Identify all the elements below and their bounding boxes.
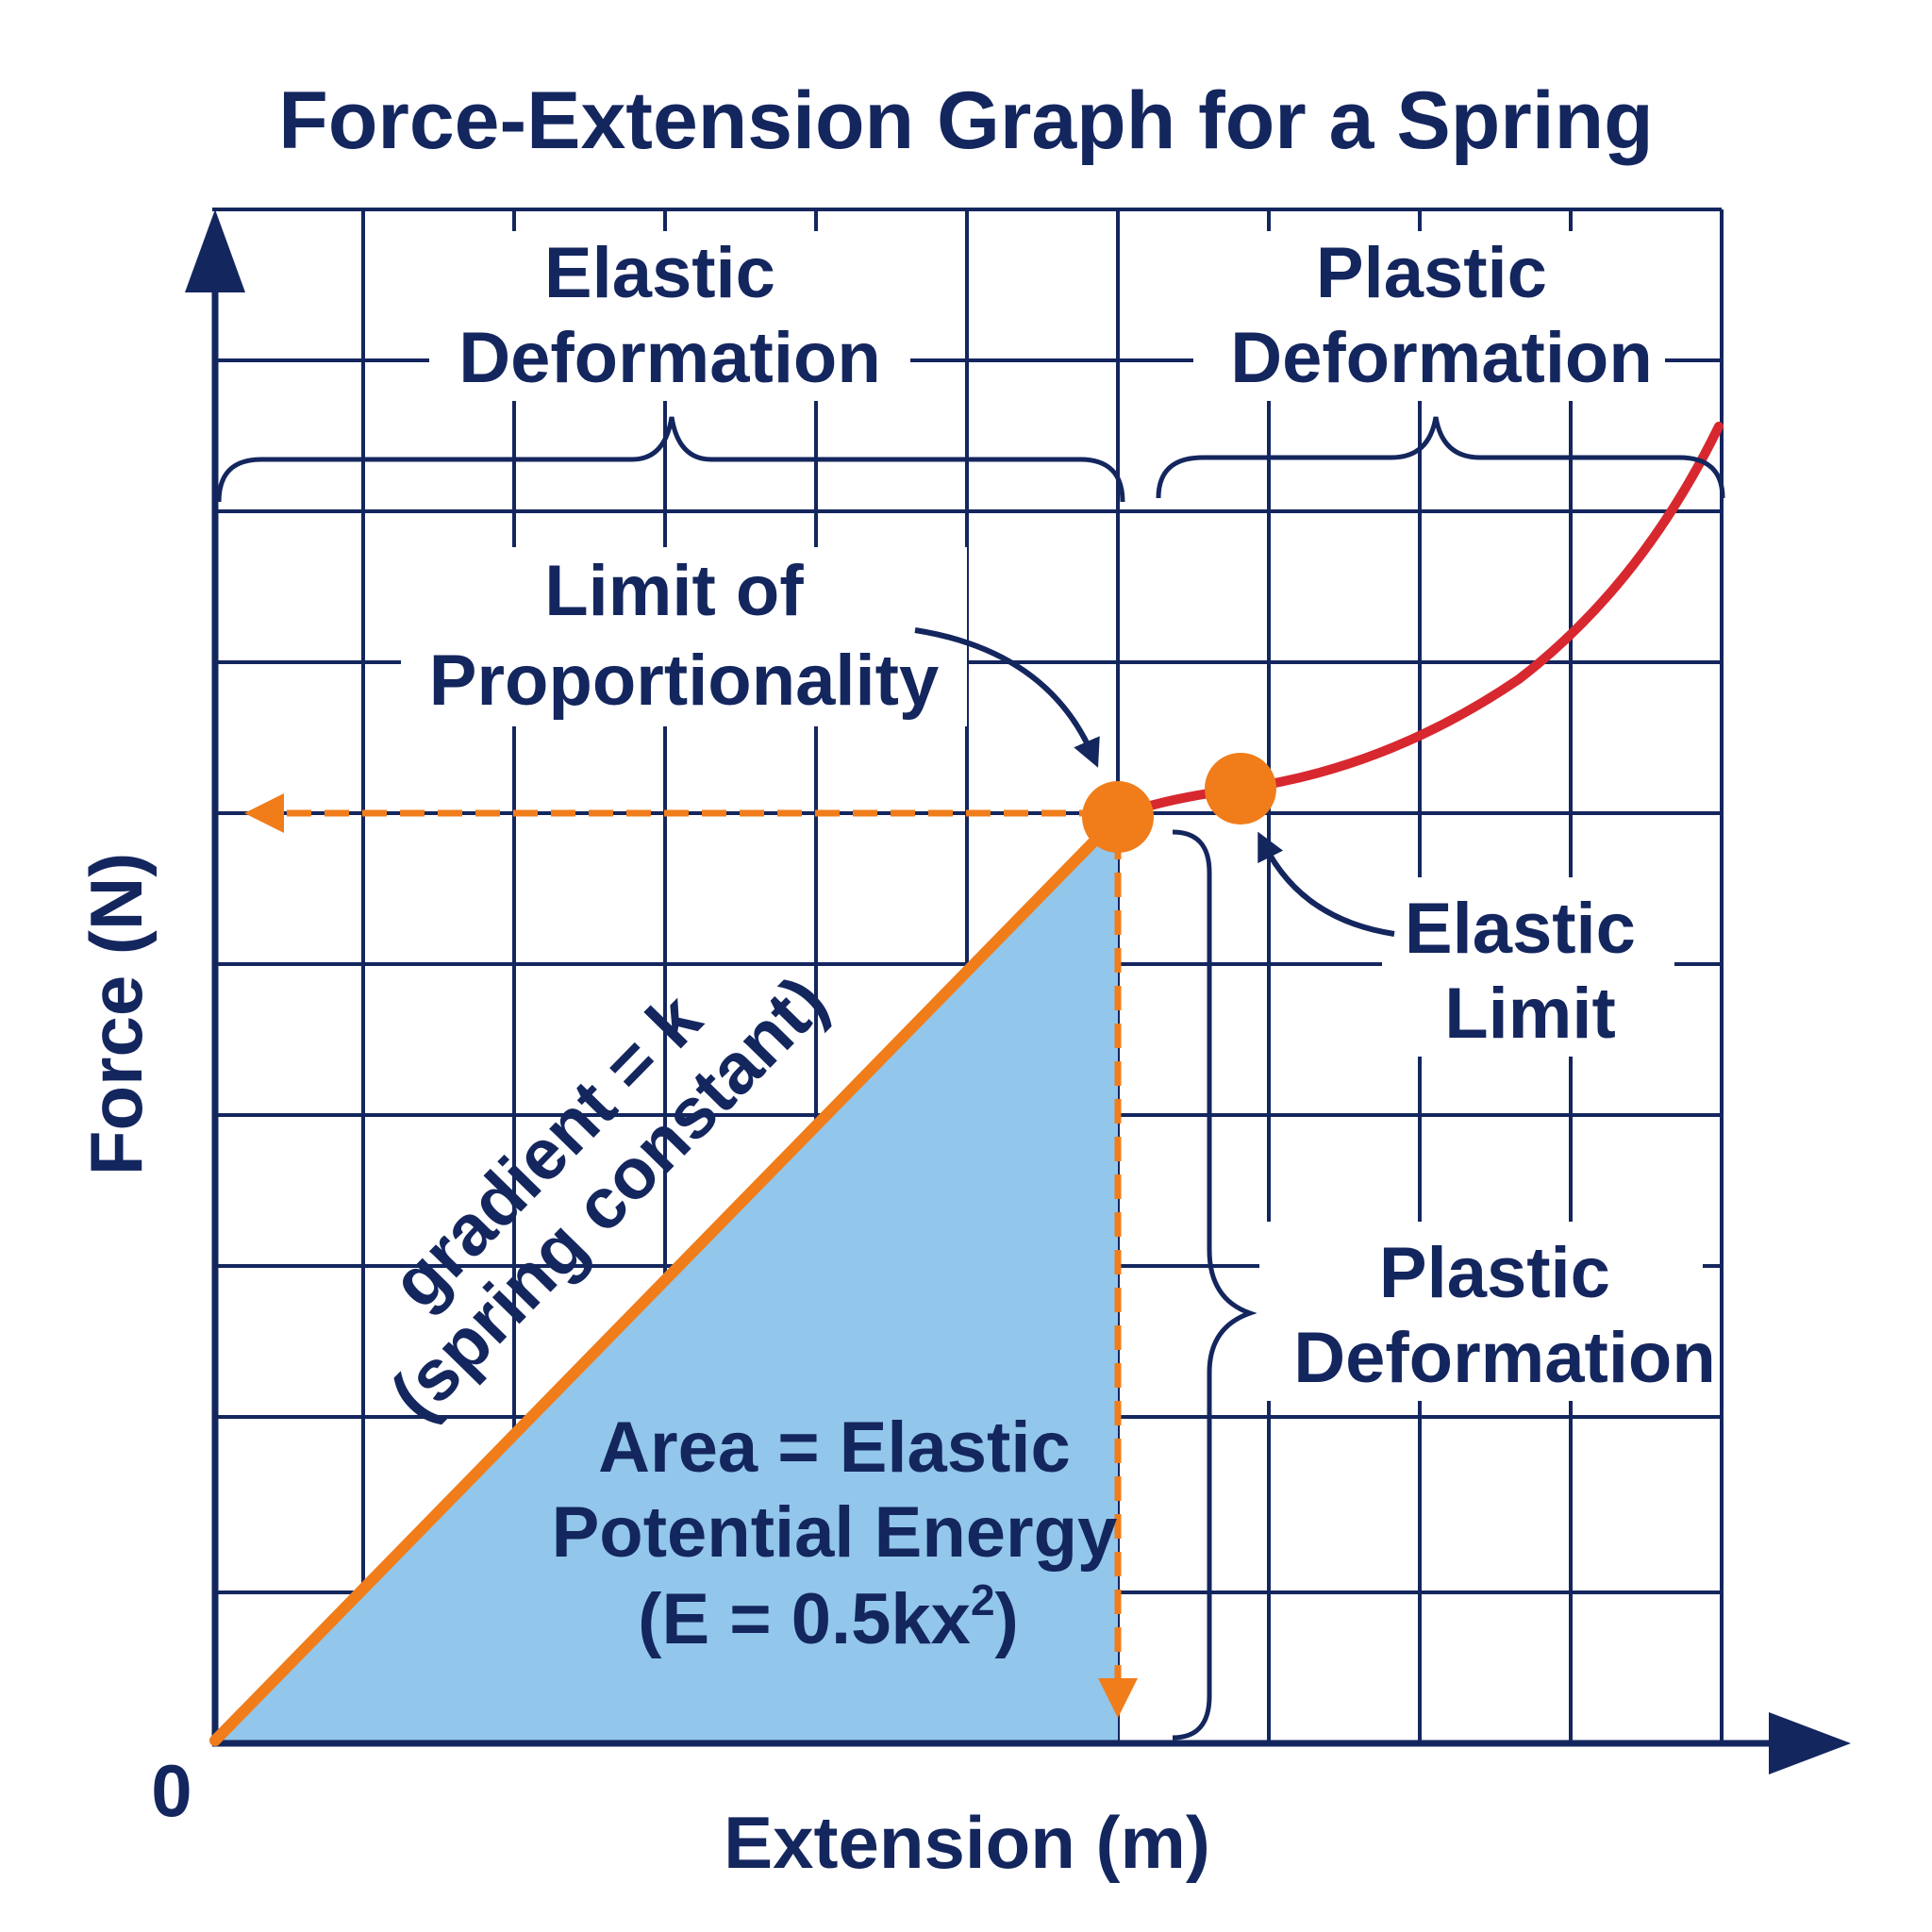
plastic-deformation-side-label: Plastic Deformation [1293,1233,1716,1398]
elastic-limit-arrow [1257,831,1395,937]
elastic-limit-point [1205,753,1276,824]
plastic-region-brace-side [1172,829,1257,1740]
y-axis-label: Force (N) [75,853,158,1175]
y-axis-arrowhead [185,209,245,292]
limit-of-proportionality-arrow [914,627,1100,768]
plastic-deformation-top-label: Plastic Deformation [1230,233,1653,398]
origin-label: 0 [151,1749,192,1832]
linear-region-line [209,811,1124,1746]
plastic-region-brace-top [1156,416,1725,499]
elastic-deformation-label: Elastic Deformation [458,233,881,398]
elastic-limit-label: Elastic Limit [1405,889,1656,1054]
elastic-region-brace [216,416,1125,503]
x-axis-label: Extension (m) [724,1801,1210,1884]
plastic-region-curve [1113,422,1724,822]
axes [211,264,1783,1747]
limit-of-proportionality-point [1082,781,1154,853]
y-axis-label-group: Force (N) [75,853,158,1175]
x-axis-arrowhead [1769,1712,1851,1774]
label-backgrounds [401,231,1703,1401]
limit-of-proportionality-label: Limit of Proportionality [429,551,939,721]
chart-title: Force-Extension Graph for a Spring [278,75,1653,166]
area-label: Area = Elastic Potential Energy (E = 0.5… [552,1407,1138,1659]
